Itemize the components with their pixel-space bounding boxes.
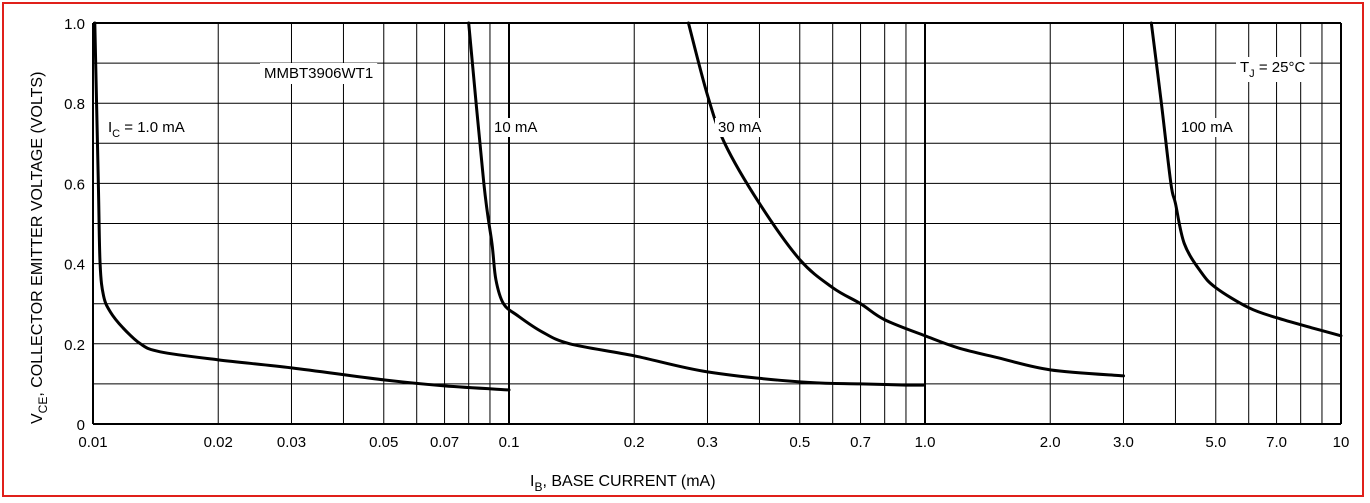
y-tick-labels: 0 0.2 0.4 0.6 0.8 1.0 (64, 16, 85, 434)
x-tick-label: 5.0 (1205, 434, 1226, 451)
x-tick-label: 0.03 (277, 434, 306, 451)
x-tick-label: 7.0 (1266, 434, 1287, 451)
y-axis-title: VCE, COLLECTOR EMITTER VOLTAGE (VOLTS) (29, 72, 50, 424)
x-tick-label: 0.02 (204, 434, 233, 451)
y-tick-label: 0.4 (64, 257, 85, 274)
grid (92, 22, 1342, 425)
curve-label-bg (715, 118, 765, 137)
curve-label: 10 mA (494, 119, 537, 136)
curve-10-ma (467, 21, 925, 387)
y-tick-label: 0.8 (64, 96, 85, 113)
x-tick-label: 0.3 (697, 434, 718, 451)
curves (93, 21, 1343, 392)
x-tick-label: 1.0 (915, 434, 936, 451)
curve-label: 100 mA (1181, 119, 1233, 136)
curve-label: 30 mA (718, 119, 761, 136)
curve-label-bg (491, 118, 541, 137)
x-tick-label: 0.05 (369, 434, 398, 451)
curve-labels: IC = 1.0 mA 10 mA 30 mA 100 mA (105, 118, 1236, 141)
x-tick-label: 0.1 (499, 434, 520, 451)
x-tick-labels: 0.01 0.02 0.03 0.05 0.07 0.1 0.2 0.3 0.5 0.7 1.0 2.… (78, 434, 1349, 451)
x-tick-label: 0.01 (78, 434, 107, 451)
part-number-label-bg (260, 63, 378, 84)
y-tick-label: 0.2 (64, 337, 85, 354)
part-number-label: MMBT3906WT1 (264, 65, 373, 82)
x-tick-label: 2.0 (1040, 434, 1061, 451)
x-tick-label: 10 (1333, 434, 1350, 451)
x-tick-label: 0.07 (430, 434, 459, 451)
x-axis-title: IB, BASE CURRENT (mA) (530, 473, 716, 494)
x-tick-label: 0.2 (624, 434, 645, 451)
curve-label: IC = 1.0 mA (108, 119, 185, 140)
curve-label-bg (105, 118, 188, 141)
x-tick-label: 0.7 (850, 434, 871, 451)
x-tick-label: 3.0 (1113, 434, 1134, 451)
chart-frame (2, 2, 1364, 497)
x-tick-label: 0.5 (789, 434, 810, 451)
curve-30-ma (686, 21, 1125, 378)
curve-100-ma (1149, 21, 1343, 338)
y-tick-label: 0.6 (64, 176, 85, 193)
y-tick-label: 0 (77, 417, 85, 434)
y-tick-label: 1.0 (64, 16, 85, 33)
curve-label-bg (1178, 118, 1236, 137)
curve-1-0-ma (93, 21, 511, 392)
junction-temp-label-bg (1236, 57, 1310, 82)
junction-temp-label: TJ = 25°C (1240, 59, 1305, 80)
